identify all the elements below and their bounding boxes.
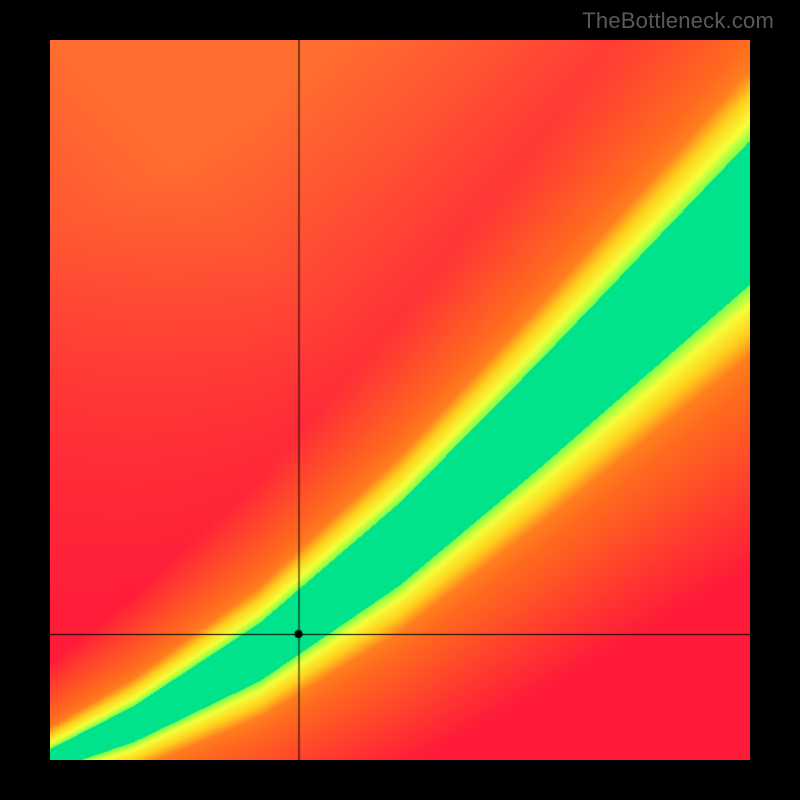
heatmap-plot — [50, 40, 750, 760]
watermark-text: TheBottleneck.com — [582, 8, 774, 34]
heatmap-canvas — [50, 40, 750, 760]
figure-container: TheBottleneck.com — [0, 0, 800, 800]
